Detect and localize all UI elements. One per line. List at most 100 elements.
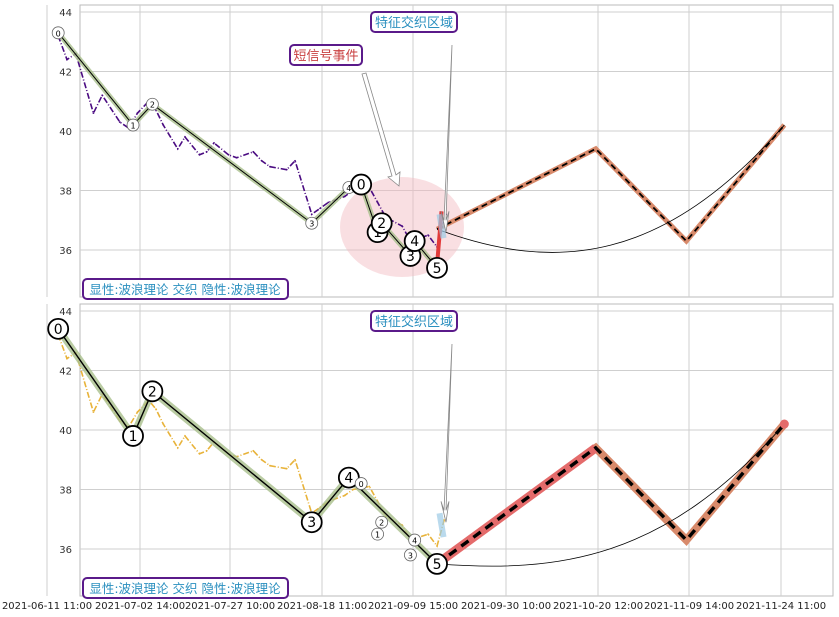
- wave-label: 3: [300, 511, 323, 534]
- wave-label-circle: [426, 256, 448, 279]
- price-point: [205, 449, 208, 452]
- price-point: [184, 136, 186, 138]
- sub-wave-label: 2: [375, 515, 389, 529]
- wave-label-circle: [300, 511, 323, 534]
- forecast-line: [436, 422, 786, 566]
- price-point: [436, 545, 438, 547]
- region-label-bottom: 特征交织区域: [370, 310, 458, 332]
- price-point: [269, 464, 271, 467]
- y-tick-label: 40: [59, 426, 72, 437]
- price-point: [352, 488, 354, 491]
- x-tick-label: 2021-08-18 11:00: [277, 601, 367, 612]
- price-point: [162, 423, 165, 425]
- event-label-text: 短信号事件: [293, 49, 358, 64]
- wave-label: 0: [47, 317, 70, 340]
- sub-wave-label: 4: [408, 533, 422, 547]
- sub-wave-label-circle: [404, 548, 417, 562]
- price-point: [401, 225, 404, 228]
- sub-wave-label-text: 3: [408, 551, 413, 560]
- price-point: [136, 112, 139, 115]
- signal-bar: [436, 512, 447, 538]
- wave-label-text: 0: [54, 322, 63, 338]
- price-point: [260, 458, 263, 461]
- wave-label-text: 4: [346, 184, 351, 193]
- top-panel: 363840424401234012345: [46, 4, 834, 298]
- event-pointer-arrow: [361, 72, 401, 187]
- y-tick-label: 44: [59, 307, 72, 318]
- wave-label-text: 2: [150, 101, 155, 110]
- wave-label-text: 2: [377, 216, 386, 232]
- wave-label-text: 4: [344, 471, 353, 487]
- x-tick-label: 2021-11-09 14:00: [644, 601, 734, 612]
- price-point: [294, 159, 296, 162]
- price-point: [343, 494, 346, 497]
- y-tick-label: 42: [59, 68, 72, 79]
- wave-label-circle: [305, 216, 319, 230]
- legend-bottom-text: 显性:波浪理论 交织 隐性:波浪理论: [89, 581, 281, 596]
- x-tick-label: 2021-09-30 10:00: [461, 601, 551, 612]
- y-tick-label: 38: [59, 187, 72, 198]
- y-tick-label: 40: [59, 127, 72, 138]
- wave-label-circle: [126, 118, 140, 132]
- wave-label: 2: [145, 97, 159, 111]
- wave-label-circle: [350, 173, 373, 196]
- legend-top-text: 显性:波浪理论 交织 隐性:波浪理论: [89, 282, 281, 297]
- sub-wave-label-text: 2: [379, 519, 384, 528]
- forecast-line: [436, 124, 786, 243]
- price-point: [252, 150, 255, 153]
- price-point: [285, 467, 288, 470]
- plot-area: [79, 4, 834, 298]
- wave-label-circle: [51, 26, 65, 40]
- wave-label: 2: [370, 212, 393, 235]
- wave-label-text: 1: [130, 122, 135, 131]
- wave-label-circle: [122, 425, 144, 447]
- sub-wave-label-circle: [375, 515, 389, 529]
- region-label-top: 特征交织区域: [370, 11, 458, 33]
- price-point: [368, 485, 371, 488]
- region-pointer-arrow: [440, 44, 453, 233]
- wave-label-text: 3: [406, 249, 415, 265]
- x-tick-label: 2021-10-20 12:00: [553, 601, 643, 612]
- sub-wave-label-text: 0: [359, 480, 364, 489]
- price-point: [285, 168, 288, 171]
- price-point: [162, 124, 165, 126]
- price-point: [260, 159, 263, 162]
- price-point: [227, 153, 230, 156]
- wave-label-text: 5: [433, 557, 442, 573]
- sub-wave-label-text: 4: [412, 537, 417, 546]
- y-tick-label: 36: [59, 545, 72, 556]
- wave-label-circle: [145, 97, 159, 111]
- price-point: [427, 533, 429, 536]
- price-point: [376, 201, 379, 204]
- projection-curve: [436, 124, 785, 253]
- wave-label: 0: [51, 26, 65, 40]
- wave-label: 4: [337, 466, 360, 489]
- wave-label-text: 3: [307, 515, 316, 531]
- price-point: [92, 411, 95, 414]
- price-point: [205, 150, 208, 153]
- price-point: [319, 207, 321, 210]
- wave-label: 0: [350, 173, 373, 196]
- y-tick-label: 36: [59, 246, 72, 257]
- wave-label-circle: [47, 317, 70, 340]
- price-point: [213, 142, 215, 144]
- price-point: [66, 357, 68, 360]
- event-label: 短信号事件: [289, 44, 363, 66]
- sub-wave-label-circle: [408, 533, 422, 547]
- price-point: [269, 165, 271, 168]
- wave-label-text: 0: [56, 29, 61, 38]
- wave-label-text: 2: [148, 384, 157, 400]
- wave-label: 4: [403, 230, 426, 252]
- region-pointer-arrow: [440, 343, 453, 523]
- price-point: [92, 112, 95, 115]
- sub-wave-label: 0: [354, 477, 368, 490]
- legend-bottom: 显性:波浪理论 交织 隐性:波浪理论: [82, 577, 289, 599]
- sub-wave-label-circle: [354, 477, 368, 490]
- signal-bar: [436, 213, 447, 239]
- x-tick-label: 2021-06-11 11:00: [2, 601, 92, 612]
- projection-curve: [437, 423, 785, 567]
- wave-label-circle: [426, 552, 448, 575]
- y-tick-label: 44: [59, 8, 72, 19]
- wave-label: 1: [126, 118, 140, 132]
